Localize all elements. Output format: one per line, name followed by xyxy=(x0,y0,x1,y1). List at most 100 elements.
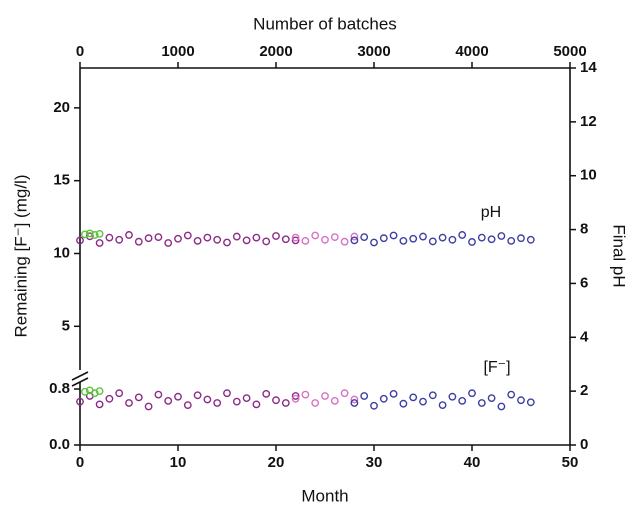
y-tick-label: 0.8 xyxy=(49,380,70,397)
point xyxy=(90,231,99,239)
x-tick-label: 50 xyxy=(562,454,579,471)
x2-axis-label: Number of batches xyxy=(253,14,397,33)
x2-tick-label: 5000 xyxy=(553,43,586,60)
point xyxy=(164,396,173,405)
point xyxy=(125,231,133,239)
point xyxy=(330,233,339,242)
point xyxy=(242,236,251,245)
y2-tick-label: 2 xyxy=(580,382,588,399)
point xyxy=(85,232,94,241)
x-tick-label: 10 xyxy=(170,454,187,471)
point xyxy=(223,389,231,398)
point xyxy=(281,235,290,244)
point xyxy=(174,234,182,243)
y2-tick-label: 6 xyxy=(580,274,588,291)
x-tick-label: 20 xyxy=(268,454,285,471)
point xyxy=(370,238,378,247)
point xyxy=(95,387,104,395)
point xyxy=(95,229,104,238)
point xyxy=(291,233,300,242)
x2-tick-label: 4000 xyxy=(455,43,488,60)
point xyxy=(213,235,222,244)
point xyxy=(76,397,84,406)
point xyxy=(291,236,300,245)
point xyxy=(507,390,516,399)
point xyxy=(193,391,202,400)
point xyxy=(428,237,437,246)
point xyxy=(262,389,271,398)
point xyxy=(183,401,192,409)
point xyxy=(203,395,212,404)
point xyxy=(360,233,369,242)
point xyxy=(399,399,408,408)
y2-tick-label: 12 xyxy=(580,113,597,130)
point xyxy=(272,232,280,240)
point xyxy=(311,231,320,240)
point xyxy=(115,235,124,244)
point xyxy=(154,233,163,242)
point xyxy=(526,398,535,407)
x-tick-label: 30 xyxy=(366,454,383,471)
point xyxy=(301,236,310,245)
y2-tick-label: 4 xyxy=(580,328,589,345)
point xyxy=(85,229,94,238)
point xyxy=(419,232,427,241)
point xyxy=(409,393,418,402)
point xyxy=(81,230,89,239)
y-tick-label: 15 xyxy=(53,172,70,189)
point xyxy=(291,394,300,403)
point xyxy=(272,396,280,405)
point xyxy=(458,231,467,239)
point xyxy=(340,237,349,246)
point xyxy=(134,237,143,246)
point xyxy=(213,399,222,407)
point xyxy=(379,394,388,403)
x-tick-label: 0 xyxy=(76,454,84,471)
y2-axis-label: Final pH xyxy=(610,224,629,287)
point xyxy=(517,396,525,405)
y2-tick-label: 10 xyxy=(580,167,597,184)
point xyxy=(183,231,192,240)
y2-tick-label: 14 xyxy=(580,59,597,76)
point xyxy=(350,399,359,407)
point xyxy=(389,231,398,240)
x2-tick-label: 0 xyxy=(76,43,84,60)
point xyxy=(428,391,437,400)
point xyxy=(419,397,427,406)
point xyxy=(321,235,329,244)
y2-tick-label: 0 xyxy=(580,436,588,453)
point xyxy=(281,399,290,407)
point xyxy=(468,389,476,398)
point xyxy=(321,392,329,400)
point xyxy=(350,232,359,241)
point xyxy=(389,389,398,398)
axes-frame xyxy=(71,67,571,446)
annotation: pH xyxy=(481,204,501,221)
point xyxy=(105,394,114,403)
point xyxy=(360,392,369,400)
x2-tick-label: 3000 xyxy=(357,43,390,60)
point xyxy=(370,401,378,410)
point xyxy=(144,402,153,411)
point xyxy=(497,232,506,240)
point xyxy=(262,237,271,246)
point xyxy=(379,234,388,243)
point xyxy=(252,233,261,242)
point xyxy=(76,236,84,245)
point xyxy=(438,401,447,409)
point xyxy=(144,234,153,243)
point xyxy=(477,233,486,242)
point xyxy=(232,397,241,406)
y-axis-label: Remaining [F⁻] (mg/l) xyxy=(11,175,30,338)
y-tick-label: 5 xyxy=(62,317,70,334)
point xyxy=(203,233,212,242)
y-tick-label: 0.0 xyxy=(49,436,70,453)
x-tick-label: 40 xyxy=(464,454,481,471)
annotation: [F⁻] xyxy=(483,359,510,376)
point xyxy=(526,235,535,244)
point xyxy=(399,236,408,245)
point xyxy=(95,400,104,409)
point xyxy=(497,402,506,411)
point xyxy=(507,236,516,245)
